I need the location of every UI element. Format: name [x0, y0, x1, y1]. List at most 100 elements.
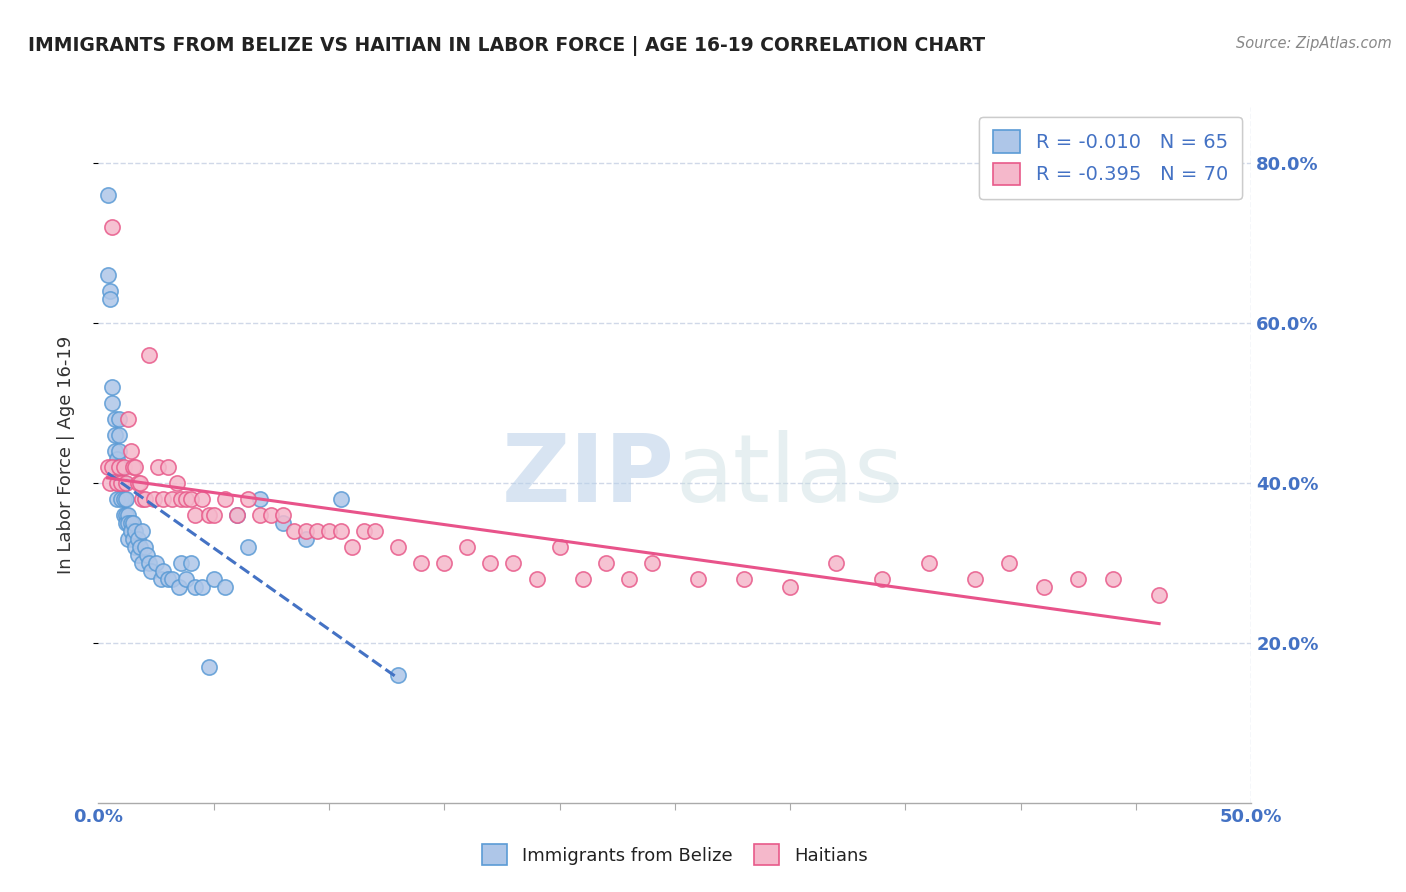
Point [260, 508, 283, 522]
Point [156, 572, 179, 586]
Point [1147, 588, 1170, 602]
Point [198, 508, 221, 522]
Point [166, 475, 188, 490]
Point [238, 491, 260, 506]
Point [110, 459, 132, 474]
Point [103, 412, 125, 426]
Point [117, 508, 139, 522]
Point [134, 540, 156, 554]
Point [101, 459, 124, 474]
Point [433, 556, 456, 570]
Point [548, 540, 571, 554]
Text: atlas: atlas [675, 430, 903, 522]
Point [271, 508, 294, 522]
Point [167, 580, 190, 594]
Point [97, 188, 120, 202]
Point [117, 516, 139, 530]
Point [98, 284, 121, 298]
Point [249, 508, 271, 522]
Text: ZIP: ZIP [502, 430, 675, 522]
Point [295, 532, 318, 546]
Point [112, 508, 135, 522]
Point [101, 396, 124, 410]
Point [142, 491, 165, 506]
Point [101, 219, 124, 234]
Point [917, 556, 939, 570]
Point [180, 491, 202, 506]
Point [112, 491, 135, 506]
Point [641, 556, 664, 570]
Point [129, 540, 152, 554]
Point [174, 572, 197, 586]
Point [152, 564, 174, 578]
Legend: R = -0.010   N = 65, R = -0.395   N = 70: R = -0.010 N = 65, R = -0.395 N = 70 [980, 117, 1241, 199]
Point [733, 572, 755, 586]
Point [105, 475, 128, 490]
Point [127, 532, 149, 546]
Point [170, 491, 193, 506]
Point [138, 348, 160, 362]
Point [105, 451, 128, 466]
Point [98, 292, 121, 306]
Point [595, 556, 617, 570]
Point [617, 572, 640, 586]
Point [115, 475, 138, 490]
Point [101, 380, 124, 394]
Point [872, 572, 894, 586]
Point [180, 556, 202, 570]
Point [249, 491, 271, 506]
Point [108, 459, 131, 474]
Point [174, 491, 197, 506]
Point [329, 524, 352, 538]
Point [160, 491, 183, 506]
Point [329, 491, 352, 506]
Point [131, 524, 153, 538]
Point [198, 660, 221, 674]
Point [340, 540, 363, 554]
Point [112, 459, 135, 474]
Point [191, 580, 214, 594]
Point [103, 428, 125, 442]
Point [184, 580, 207, 594]
Point [202, 572, 225, 586]
Point [825, 556, 848, 570]
Point [134, 491, 156, 506]
Point [411, 556, 433, 570]
Point [1032, 580, 1054, 594]
Point [456, 540, 478, 554]
Point [124, 524, 146, 538]
Point [122, 459, 145, 474]
Point [526, 572, 548, 586]
Point [105, 475, 128, 490]
Point [225, 508, 247, 522]
Point [112, 475, 135, 490]
Point [1102, 572, 1125, 586]
Point [127, 475, 149, 490]
Point [108, 444, 131, 458]
Point [108, 459, 131, 474]
Point [387, 668, 409, 682]
Point [686, 572, 709, 586]
Point [110, 475, 132, 490]
Point [214, 491, 236, 506]
Point [117, 532, 139, 546]
Point [115, 491, 138, 506]
Point [129, 475, 152, 490]
Point [271, 516, 294, 530]
Point [124, 459, 146, 474]
Point [387, 540, 409, 554]
Point [115, 516, 138, 530]
Point [156, 459, 179, 474]
Point [98, 475, 121, 490]
Point [138, 556, 160, 570]
Point [149, 572, 172, 586]
Text: Source: ZipAtlas.com: Source: ZipAtlas.com [1236, 36, 1392, 51]
Text: IMMIGRANTS FROM BELIZE VS HAITIAN IN LABOR FORCE | AGE 16-19 CORRELATION CHART: IMMIGRANTS FROM BELIZE VS HAITIAN IN LAB… [28, 36, 986, 55]
Point [238, 540, 260, 554]
Point [318, 524, 340, 538]
Point [103, 444, 125, 458]
Point [152, 491, 174, 506]
Point [141, 564, 163, 578]
Point [127, 548, 149, 562]
Point [283, 524, 305, 538]
